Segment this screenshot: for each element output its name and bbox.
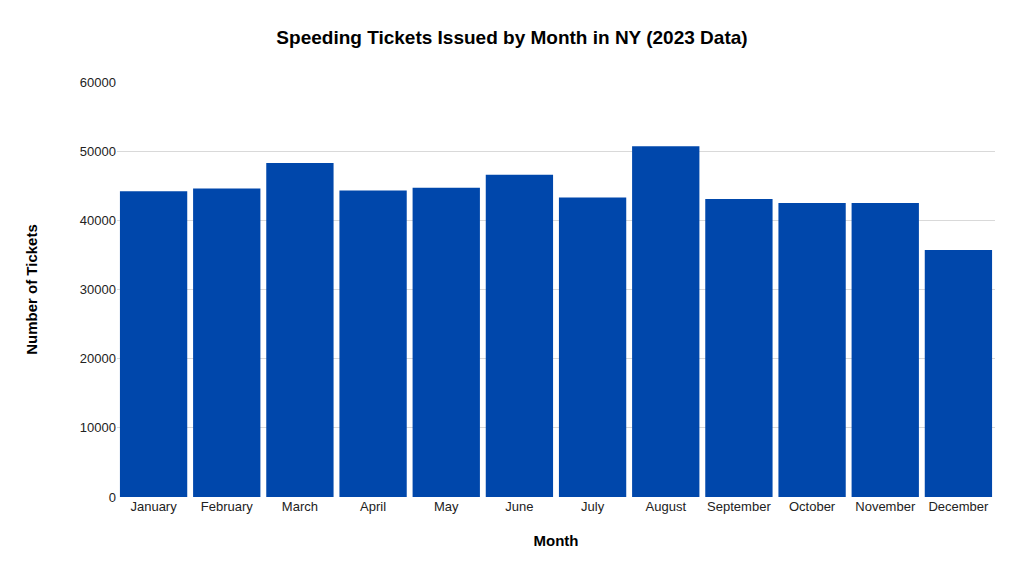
svg-text:February: February bbox=[201, 499, 254, 514]
svg-text:Speeding Tickets Issued by Mon: Speeding Tickets Issued by Month in NY (… bbox=[276, 27, 747, 48]
svg-text:March: March bbox=[282, 499, 318, 514]
svg-text:October: October bbox=[789, 499, 836, 514]
svg-text:Month: Month bbox=[534, 532, 579, 549]
svg-text:July: July bbox=[581, 499, 605, 514]
svg-text:August: August bbox=[646, 499, 687, 514]
svg-text:June: June bbox=[505, 499, 533, 514]
svg-text:January: January bbox=[130, 499, 177, 514]
svg-text:Number of Tickets: Number of Tickets bbox=[23, 224, 40, 355]
svg-text:10000: 10000 bbox=[80, 420, 116, 435]
svg-text:April: April bbox=[360, 499, 386, 514]
svg-text:50000: 50000 bbox=[80, 144, 116, 159]
svg-text:30000: 30000 bbox=[80, 282, 116, 297]
svg-text:60000: 60000 bbox=[80, 75, 116, 90]
svg-text:December: December bbox=[928, 499, 989, 514]
svg-text:May: May bbox=[434, 499, 459, 514]
svg-text:0: 0 bbox=[109, 490, 116, 505]
svg-text:November: November bbox=[855, 499, 916, 514]
svg-text:20000: 20000 bbox=[80, 351, 116, 366]
svg-text:September: September bbox=[707, 499, 771, 514]
svg-text:40000: 40000 bbox=[80, 213, 116, 228]
